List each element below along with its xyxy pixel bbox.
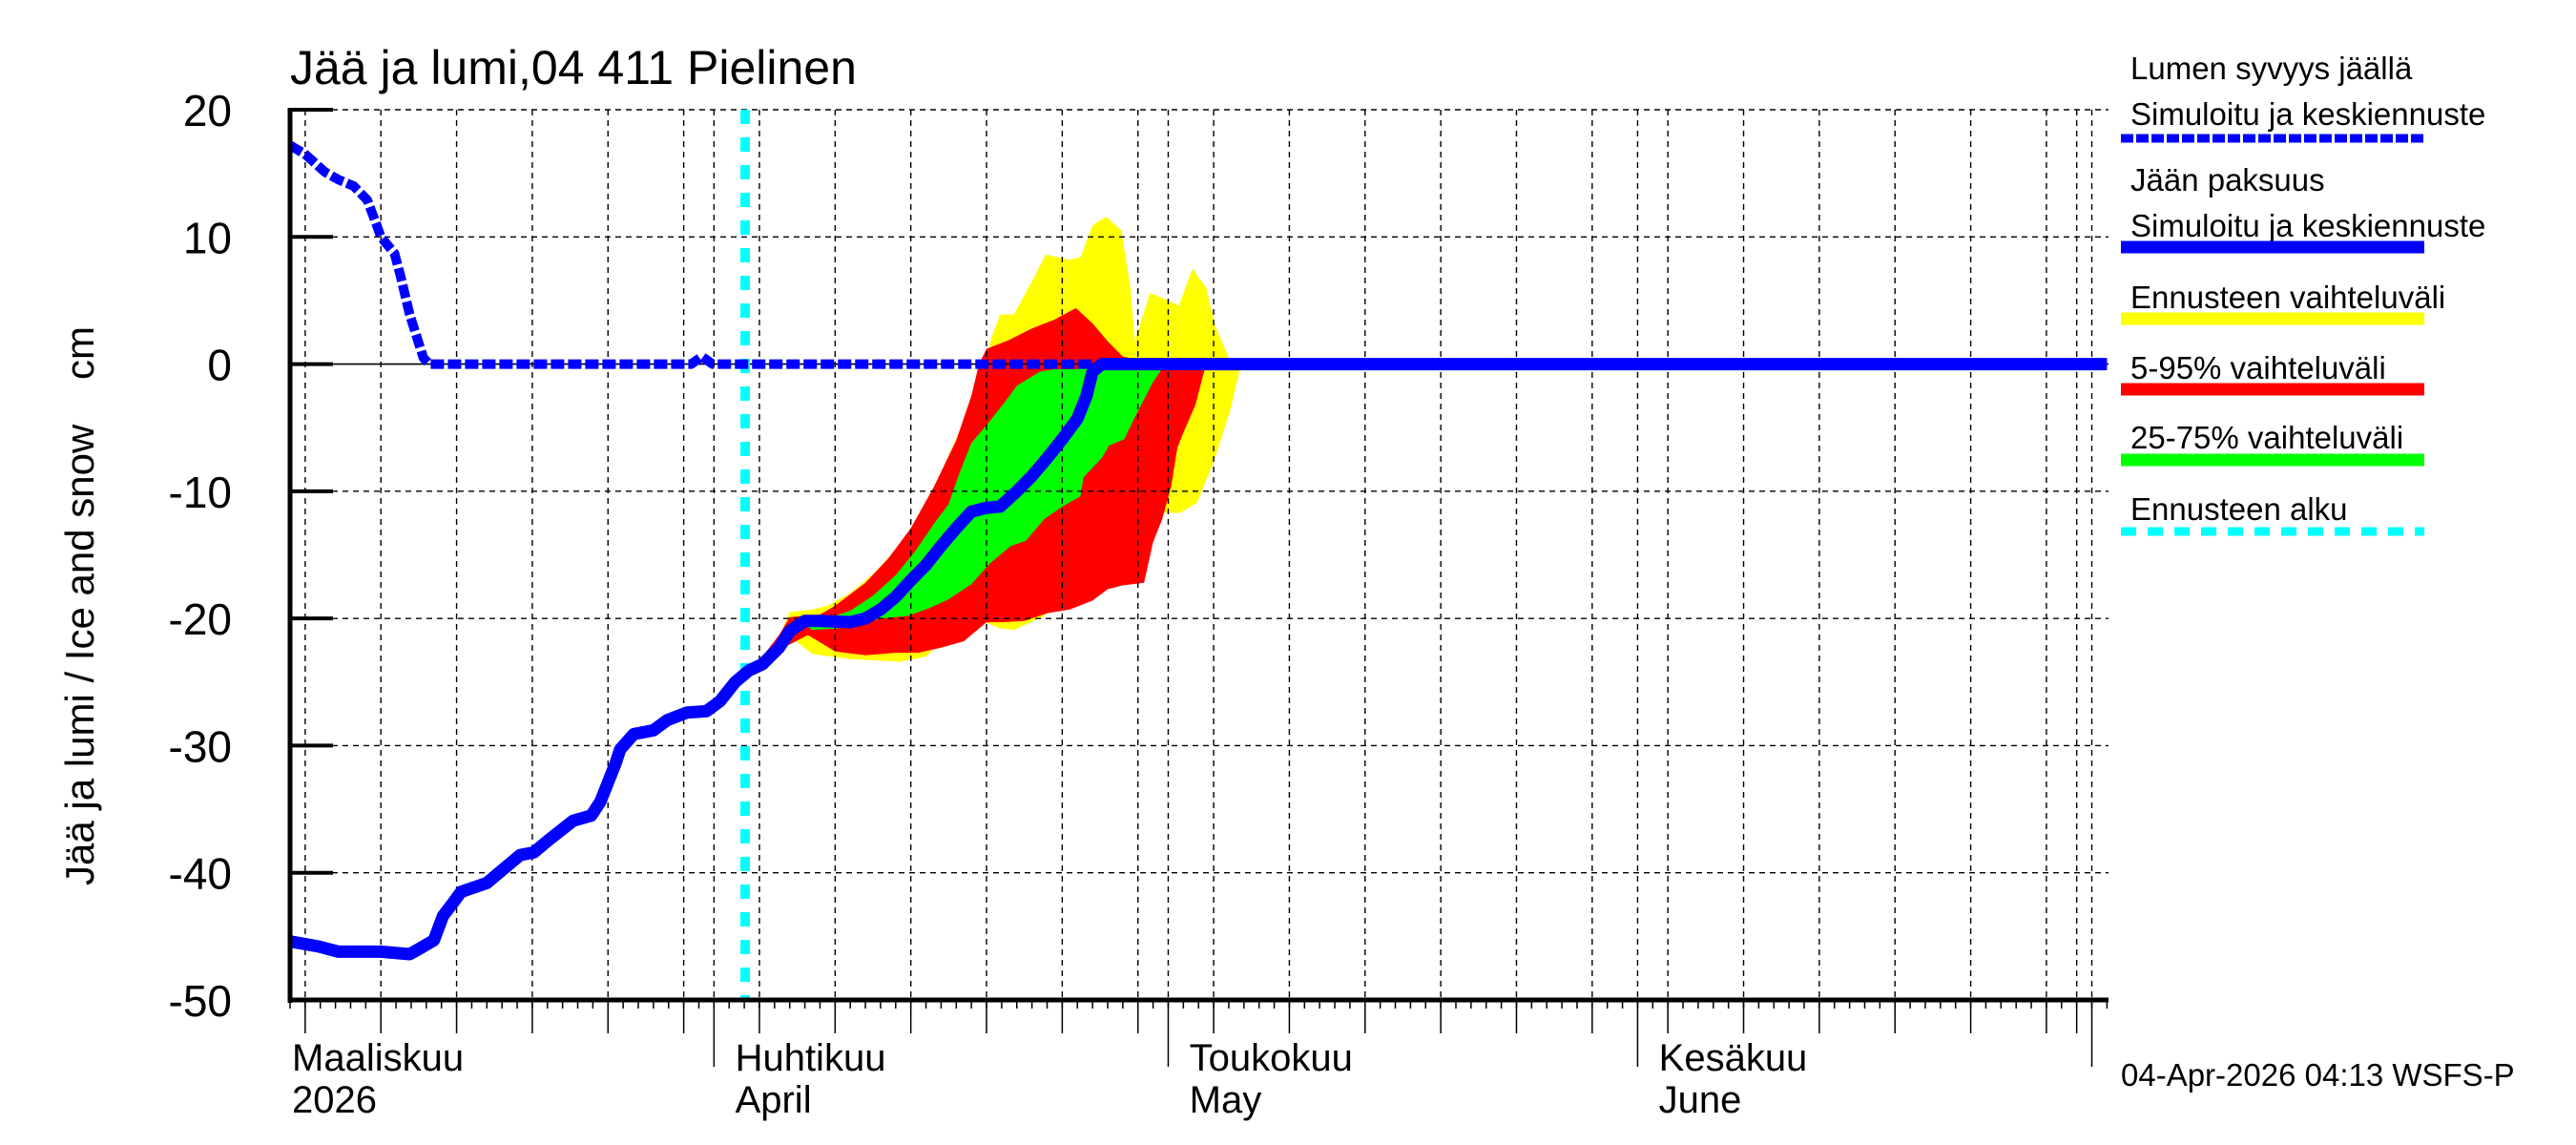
month-sublabel: June	[1659, 1079, 1742, 1121]
data-series	[290, 110, 2108, 1000]
ice-thickness-line	[290, 358, 2108, 961]
timestamp-footer: 04-Apr-2026 04:13 WSFS-P	[2121, 1057, 2515, 1093]
legend-item: Lumen syvyys jäällä Simuloitu ja keskienn…	[2121, 51, 2485, 143]
legend-label: 25-75% vaihteluväli	[2130, 420, 2403, 455]
legend-label: Ennusteen alku	[2130, 491, 2348, 527]
y-tick-label: -40	[169, 849, 232, 899]
month-label: Huhtikuu	[736, 1037, 886, 1079]
legend: Lumen syvyys jäällä Simuloitu ja keskienn…	[2121, 51, 2485, 536]
legend-label: Ennusteen vaihteluväli	[2130, 280, 2445, 315]
y-tick-label: -20	[169, 594, 232, 644]
legend-label: Lumen syvyys jäällä	[2130, 51, 2413, 86]
legend-item: Jään paksuus Simuloitu ja keskiennuste	[2121, 162, 2485, 254]
y-axis-title: Jää ja lumi / Ice and snow cm	[57, 326, 102, 885]
forecast-bands	[745, 217, 1241, 675]
month-sublabel: 2026	[292, 1079, 377, 1121]
month-label: Kesäkuu	[1659, 1037, 1808, 1079]
legend-item: Ennusteen vaihteluväli	[2121, 280, 2445, 325]
month-sublabel: May	[1190, 1079, 1262, 1121]
y-tick-label: -30	[169, 721, 232, 771]
chart-title: Jää ja lumi,04 411 Pielinen	[290, 41, 857, 94]
y-tick-label: 0	[207, 341, 232, 390]
legend-item: 5-95% vaihteluväli	[2121, 350, 2424, 396]
y-tick-label: 20	[183, 86, 232, 135]
snow-depth-line	[290, 140, 1093, 369]
y-tick-label: 10	[183, 213, 232, 262]
legend-item: Ennusteen alku	[2121, 491, 2424, 536]
month-sublabel: April	[736, 1079, 812, 1121]
y-axis-ticks: 20 10 0 -10 -20 -30 -40 -50	[169, 86, 333, 1026]
grid-lines	[290, 109, 2109, 1000]
legend-label: Jään paksuus	[2130, 162, 2325, 198]
axes	[287, 108, 2109, 1003]
legend-sublabel: Simuloitu ja keskiennuste	[2130, 96, 2485, 132]
legend-item: 25-75% vaihteluväli	[2121, 420, 2424, 467]
y-tick-label: -10	[169, 468, 232, 517]
y-tick-label: -50	[169, 976, 232, 1026]
legend-label: 5-95% vaihteluväli	[2130, 350, 2386, 385]
month-label: Maaliskuu	[292, 1037, 464, 1079]
legend-sublabel: Simuloitu ja keskiennuste	[2130, 208, 2485, 243]
month-label: Toukokuu	[1190, 1037, 1353, 1079]
